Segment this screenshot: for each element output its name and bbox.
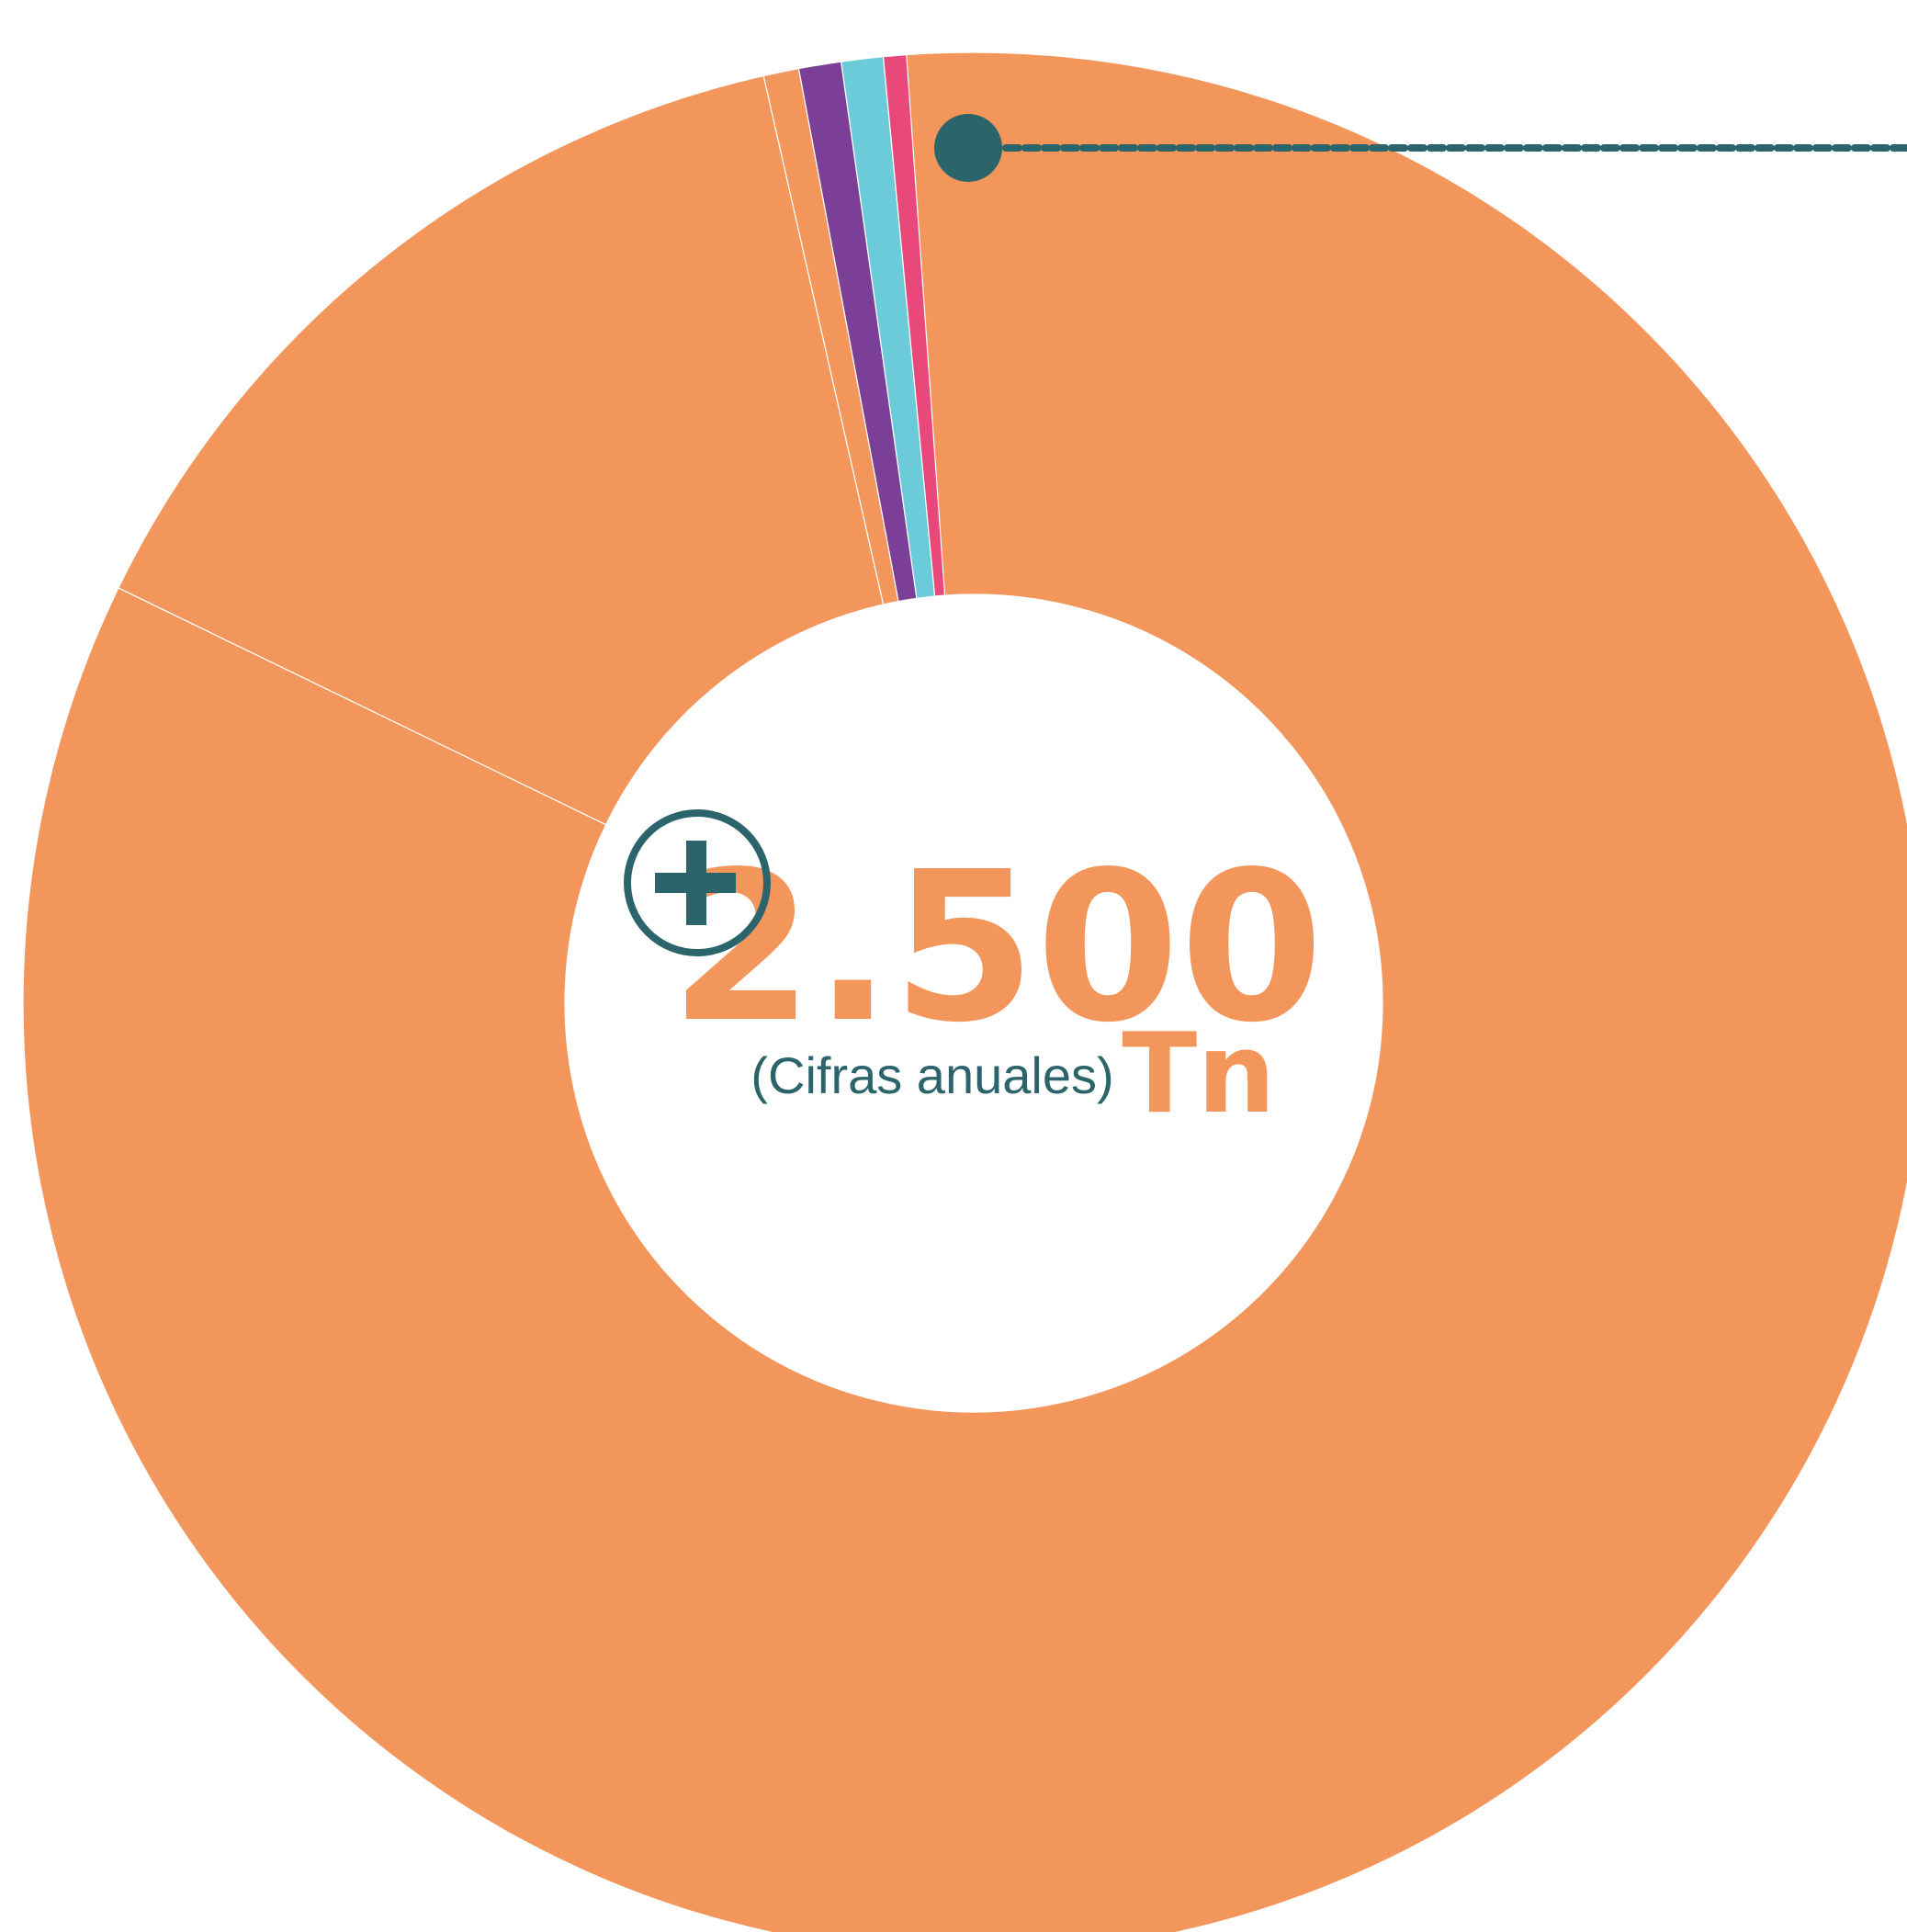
marker-dot-icon[interactable]: [934, 114, 1002, 182]
center-note: (Cifras anuales): [750, 1046, 1113, 1104]
donut-slices: [22, 51, 1907, 1932]
donut-slice-6[interactable]: [882, 53, 946, 597]
donut-slice-1[interactable]: [22, 51, 1907, 1932]
center-unit: Tn: [1122, 1011, 1275, 1138]
center-value: 2.500: [670, 828, 1324, 1068]
plus-circle-icon[interactable]: [624, 809, 771, 956]
center-label: 2.500 Tn (Cifras anuales): [670, 828, 1324, 1138]
donut-slice-2[interactable]: [118, 74, 885, 826]
marker-leader: [934, 114, 1907, 182]
